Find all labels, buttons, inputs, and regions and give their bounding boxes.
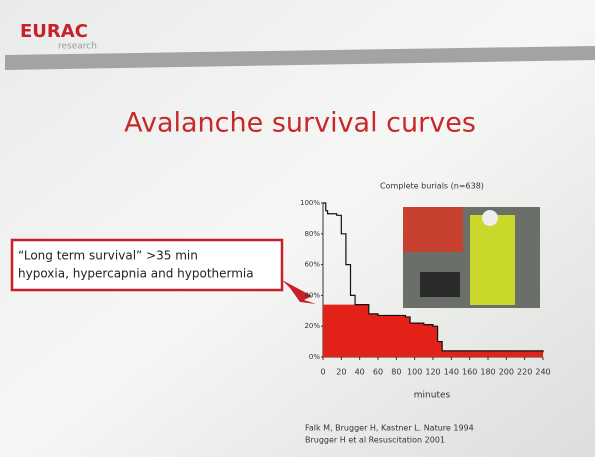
y-tick-label: 100% [300,199,320,207]
reference: Falk M, Brugger H, Kastner L. Nature 199… [305,424,474,433]
callout-box [10,238,284,292]
slide-title: Avalanche survival curves [124,108,476,139]
plot: 0% 20% 40% 60% 80% 100% 0 20 40 60 80 100 120 140 160 1… [300,199,551,377]
y-tick-label: 0% [309,353,320,361]
x-tick-label: 180 [480,368,495,377]
x-tick-label: 120 [425,368,440,377]
photo-area [482,210,498,226]
x-axis-label: minutes [414,391,451,401]
callout-text: “Long term survival” >35 min [18,249,198,263]
callout-arrow [282,280,316,304]
x-tick-label: 0 [320,368,325,377]
line [323,202,544,353]
x-tick-label: 160 [462,368,477,377]
chart-title: Complete burials (n=638) [380,182,484,191]
logo: EURAC [20,21,88,42]
photo [403,207,540,308]
photo-area [470,215,515,305]
x-tick-label: 200 [499,368,514,377]
x-tick-label: 60 [373,368,383,377]
y-tick-label: 20% [304,322,320,330]
callout-text: hypoxia, hypercapnia and hypothermia [18,267,254,281]
x-tick-label: 40 [355,368,365,377]
header-band [5,46,595,70]
y-tick-label: 40% [304,291,320,299]
logo-sub: research [58,42,97,52]
area [323,304,543,357]
x-tick-label: 240 [535,368,550,377]
photo-area [403,207,463,252]
reference: Brugger H et al Resuscitation 2001 [305,436,445,445]
x-tick-label: 20 [336,368,346,377]
photo-area [420,272,460,297]
x-tick-label: 220 [517,368,532,377]
y-tick-label: 60% [304,261,320,269]
x-tick-label: 140 [444,368,459,377]
y-tick-label: 80% [304,230,320,238]
x-tick-label: 80 [391,368,401,377]
x-tick-label: 100 [407,368,422,377]
